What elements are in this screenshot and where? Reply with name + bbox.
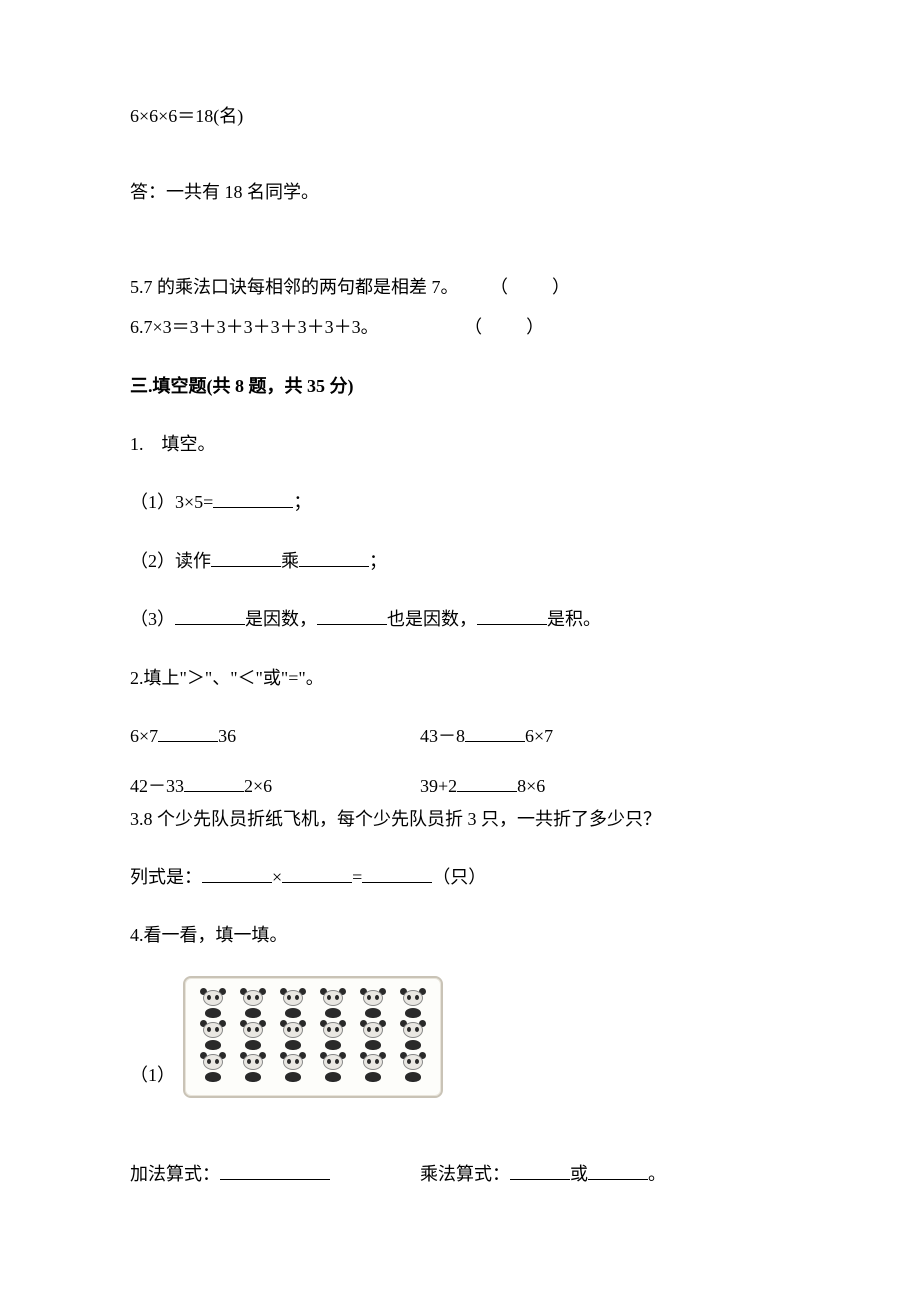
- q4-answer-row: 加法算式： 乘法算式： 或 。: [130, 1158, 790, 1190]
- section3-heading: 三.填空题(共 8 题，共 35 分): [130, 370, 790, 402]
- q3-expr-a: 列式是：: [130, 867, 202, 887]
- q3-expr-eq: =: [352, 867, 362, 887]
- q2-r2c2-b: 8×6: [517, 776, 545, 796]
- q1-part1: （1）3×5= ；: [130, 486, 790, 518]
- q2-row1: 6×7 36 43－8 6×7: [130, 720, 790, 752]
- panda-icon: [279, 1022, 307, 1052]
- q3-expression: 列式是： × = （只）: [130, 861, 790, 893]
- judge-q6-text: 6.7×3＝3＋3＋3＋3＋3＋3＋3。: [130, 317, 379, 337]
- panda-icon: [239, 1022, 267, 1052]
- panda-icon: [279, 1054, 307, 1084]
- panda-icon: [359, 1054, 387, 1084]
- blank[interactable]: [510, 1160, 570, 1180]
- q1-p2-b: ；: [369, 551, 387, 571]
- blank[interactable]: [362, 863, 432, 883]
- blank[interactable]: [184, 773, 244, 793]
- panda-icon: [239, 1054, 267, 1084]
- q2-r2c1-a: 42－33: [130, 776, 184, 796]
- judge-q5-text: 5.7 的乘法口诀每相邻的两句都是相差 7。: [130, 277, 459, 297]
- panda-icon: [239, 990, 267, 1020]
- blank[interactable]: [220, 1160, 330, 1180]
- panda-icon: [199, 1054, 227, 1084]
- q3-stem: 3.8 个少先队员折纸飞机，每个少先队员折 3 只，一共折了多少只？: [130, 803, 790, 835]
- q4-stem: 4.看一看，填一填。: [130, 919, 790, 951]
- q1-stem: 1. 填空。: [130, 428, 790, 460]
- q1-p1-a: （1）3×5=: [130, 492, 213, 512]
- panda-icon: [359, 990, 387, 1020]
- q2-r1c2-b: 6×7: [525, 726, 553, 746]
- blank[interactable]: [317, 605, 387, 625]
- q1-part3: （3） 是因数， 也是因数， 是积。: [130, 603, 790, 635]
- panda-icon: [399, 1022, 427, 1052]
- q1-p3-d: 是积。: [547, 609, 601, 629]
- q1-p3-b: 是因数，: [245, 609, 317, 629]
- q2-r2c1-b: 2×6: [244, 776, 272, 796]
- q4-figure: （1）: [130, 976, 790, 1098]
- q4-add-label: 加法算式：: [130, 1164, 220, 1184]
- blank[interactable]: [477, 605, 547, 625]
- panda-icon: [279, 990, 307, 1020]
- q3-expr-mul: ×: [272, 867, 282, 887]
- panda-icon: [399, 990, 427, 1020]
- q2-r1c1-a: 6×7: [130, 726, 158, 746]
- q2-r1c1-b: 36: [218, 726, 236, 746]
- q1-part2: （2）读作 乘 ；: [130, 545, 790, 577]
- blank[interactable]: [202, 863, 272, 883]
- judge-q5: 5.7 的乘法口诀每相邻的两句都是相差 7。 （）: [130, 271, 790, 303]
- q2-r1c2-a: 43－8: [420, 726, 465, 746]
- blank[interactable]: [211, 547, 281, 567]
- blank[interactable]: [213, 489, 293, 509]
- panda-row: [199, 990, 427, 1020]
- panda-icon: [399, 1054, 427, 1084]
- q1-p3-c: 也是因数，: [387, 609, 477, 629]
- panda-icon: [199, 1022, 227, 1052]
- q1-p3-a: （3）: [130, 609, 175, 629]
- q2-r2c2-a: 39+2: [420, 776, 457, 796]
- q2-stem: 2.填上"＞"、"＜"或"="。: [130, 662, 790, 694]
- panda-grid: [183, 976, 443, 1098]
- blank[interactable]: [282, 863, 352, 883]
- q4-label: （1）: [130, 1059, 175, 1097]
- judge-q6: 6.7×3＝3＋3＋3＋3＋3＋3＋3。 （）: [130, 311, 790, 343]
- panda-icon: [319, 990, 347, 1020]
- blank[interactable]: [588, 1160, 648, 1180]
- q4-or: 或: [570, 1164, 588, 1184]
- panda-row: [199, 1022, 427, 1052]
- top-expression: 6×6×6＝18(名): [130, 100, 790, 132]
- panda-icon: [319, 1054, 347, 1084]
- q4-period: 。: [648, 1164, 666, 1184]
- blank[interactable]: [175, 605, 245, 625]
- q1-p2-mid: 乘: [281, 551, 299, 571]
- blank[interactable]: [299, 547, 369, 567]
- panda-icon: [359, 1022, 387, 1052]
- top-answer: 答：一共有 18 名同学。: [130, 176, 790, 208]
- q4-mul-label: 乘法算式：: [420, 1164, 510, 1184]
- blank[interactable]: [457, 773, 517, 793]
- q1-p2-a: （2）读作: [130, 551, 211, 571]
- panda-row: [199, 1054, 427, 1084]
- panda-icon: [319, 1022, 347, 1052]
- blank[interactable]: [158, 722, 218, 742]
- q2-row2: 42－33 2×6 39+2 8×6: [130, 770, 790, 802]
- q1-p1-b: ；: [293, 492, 311, 512]
- panda-icon: [199, 990, 227, 1020]
- blank[interactable]: [465, 722, 525, 742]
- q3-expr-unit: （只）: [432, 867, 486, 887]
